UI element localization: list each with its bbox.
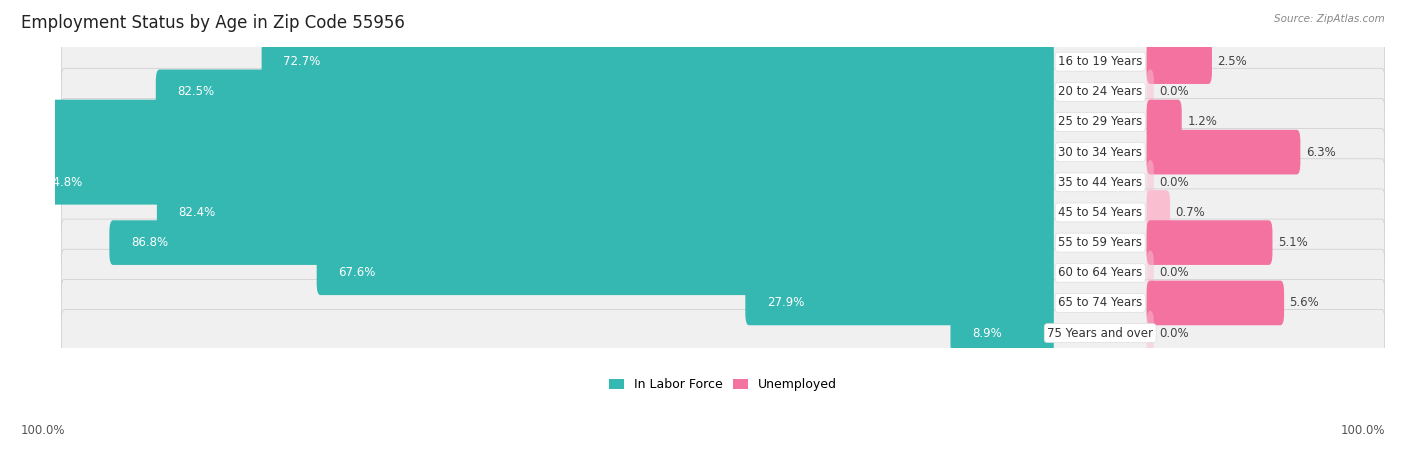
FancyBboxPatch shape <box>1146 311 1154 355</box>
FancyBboxPatch shape <box>745 281 1054 325</box>
Text: 6.3%: 6.3% <box>1306 146 1336 159</box>
FancyBboxPatch shape <box>0 130 1054 175</box>
Text: 60 to 64 Years: 60 to 64 Years <box>1059 266 1142 279</box>
Text: 5.6%: 5.6% <box>1289 296 1319 309</box>
Text: 20 to 24 Years: 20 to 24 Years <box>1059 85 1142 98</box>
Text: 65 to 74 Years: 65 to 74 Years <box>1059 296 1142 309</box>
FancyBboxPatch shape <box>62 159 1385 206</box>
Text: 0.7%: 0.7% <box>1175 206 1205 219</box>
FancyBboxPatch shape <box>316 250 1054 295</box>
FancyBboxPatch shape <box>62 249 1385 296</box>
FancyBboxPatch shape <box>62 309 1385 357</box>
FancyBboxPatch shape <box>1146 39 1212 84</box>
FancyBboxPatch shape <box>1146 220 1272 265</box>
Text: 45 to 54 Years: 45 to 54 Years <box>1059 206 1142 219</box>
Text: 94.8%: 94.8% <box>45 176 82 189</box>
Text: 0.0%: 0.0% <box>1160 327 1189 340</box>
Text: 100.0%: 100.0% <box>1340 424 1385 437</box>
FancyBboxPatch shape <box>22 160 1054 205</box>
FancyBboxPatch shape <box>1146 69 1154 114</box>
FancyBboxPatch shape <box>62 280 1385 327</box>
Legend: In Labor Force, Unemployed: In Labor Force, Unemployed <box>605 373 842 396</box>
Text: 72.7%: 72.7% <box>284 55 321 68</box>
FancyBboxPatch shape <box>262 39 1054 84</box>
Text: 16 to 19 Years: 16 to 19 Years <box>1057 55 1143 68</box>
FancyBboxPatch shape <box>1146 250 1154 295</box>
FancyBboxPatch shape <box>1146 160 1154 205</box>
Text: 0.0%: 0.0% <box>1160 85 1189 98</box>
Text: 0.0%: 0.0% <box>1160 176 1189 189</box>
Text: 27.9%: 27.9% <box>768 296 804 309</box>
Text: 98.4%: 98.4% <box>6 146 44 159</box>
Text: 100.0%: 100.0% <box>21 424 66 437</box>
Text: 82.5%: 82.5% <box>177 85 215 98</box>
Text: 5.1%: 5.1% <box>1278 236 1308 249</box>
Text: 86.8%: 86.8% <box>131 236 169 249</box>
Text: Employment Status by Age in Zip Code 55956: Employment Status by Age in Zip Code 559… <box>21 14 405 32</box>
Text: 55 to 59 Years: 55 to 59 Years <box>1059 236 1142 249</box>
FancyBboxPatch shape <box>110 220 1054 265</box>
Text: 2.5%: 2.5% <box>1218 55 1247 68</box>
FancyBboxPatch shape <box>62 129 1385 175</box>
Text: 35 to 44 Years: 35 to 44 Years <box>1059 176 1142 189</box>
Text: 30 to 34 Years: 30 to 34 Years <box>1059 146 1142 159</box>
FancyBboxPatch shape <box>1146 100 1181 144</box>
Text: Source: ZipAtlas.com: Source: ZipAtlas.com <box>1274 14 1385 23</box>
FancyBboxPatch shape <box>0 100 1054 144</box>
FancyBboxPatch shape <box>62 219 1385 266</box>
Text: 67.6%: 67.6% <box>339 266 375 279</box>
Text: 75 Years and over: 75 Years and over <box>1047 327 1153 340</box>
FancyBboxPatch shape <box>156 69 1054 114</box>
Text: 0.0%: 0.0% <box>1160 266 1189 279</box>
Text: 97.6%: 97.6% <box>14 115 52 129</box>
Text: 82.4%: 82.4% <box>179 206 217 219</box>
Text: 25 to 29 Years: 25 to 29 Years <box>1059 115 1142 129</box>
Text: 1.2%: 1.2% <box>1187 115 1218 129</box>
FancyBboxPatch shape <box>62 68 1385 115</box>
FancyBboxPatch shape <box>1146 130 1301 175</box>
FancyBboxPatch shape <box>62 98 1385 146</box>
FancyBboxPatch shape <box>62 189 1385 236</box>
FancyBboxPatch shape <box>1146 190 1170 235</box>
Text: 8.9%: 8.9% <box>973 327 1002 340</box>
FancyBboxPatch shape <box>950 311 1054 355</box>
FancyBboxPatch shape <box>157 190 1054 235</box>
FancyBboxPatch shape <box>1146 281 1284 325</box>
FancyBboxPatch shape <box>62 38 1385 85</box>
